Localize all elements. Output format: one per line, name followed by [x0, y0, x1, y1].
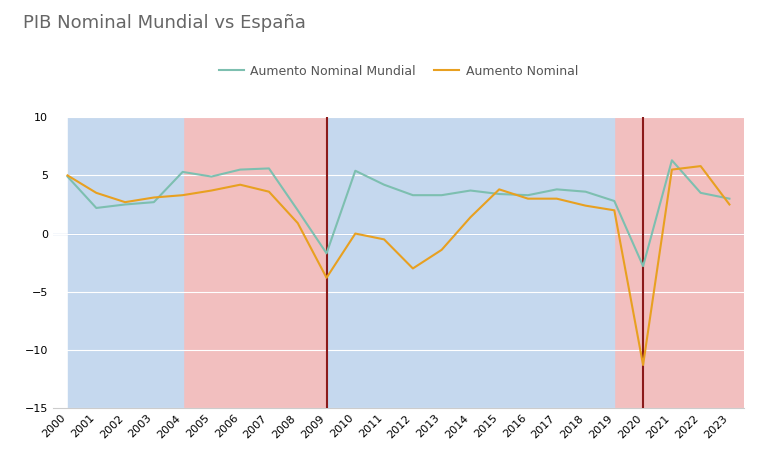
Aumento Nominal Mundial [408, 192, 417, 198]
Aumento Nominal [293, 220, 302, 226]
Aumento Nominal Mundial [150, 199, 159, 205]
Aumento Nominal Mundial [351, 168, 360, 174]
Aumento Nominal [322, 275, 331, 280]
Aumento Nominal Mundial [380, 182, 389, 188]
Aumento Nominal [121, 199, 130, 205]
Aumento Nominal Mundial [121, 202, 130, 207]
Aumento Nominal Mundial [553, 187, 562, 192]
Aumento Nominal Mundial [725, 196, 734, 202]
Aumento Nominal Mundial [92, 205, 101, 211]
Aumento Nominal Mundial [495, 191, 504, 197]
Aumento Nominal Mundial [178, 169, 187, 175]
Aumento Nominal [178, 192, 187, 198]
Aumento Nominal [207, 188, 216, 193]
Aumento Nominal [495, 187, 504, 192]
Aumento Nominal Mundial [581, 189, 590, 195]
Aumento Nominal Mundial [466, 188, 475, 193]
Aumento Nominal [667, 167, 676, 173]
Line: Aumento Nominal Mundial: Aumento Nominal Mundial [68, 160, 729, 266]
Aumento Nominal [696, 163, 705, 169]
Aumento Nominal [638, 362, 647, 368]
Aumento Nominal Mundial [264, 166, 273, 171]
Aumento Nominal [609, 207, 619, 213]
Aumento Nominal Mundial [437, 192, 446, 198]
Aumento Nominal [725, 202, 734, 207]
Line: Aumento Nominal: Aumento Nominal [68, 166, 729, 365]
Aumento Nominal [437, 247, 446, 253]
Aumento Nominal [380, 236, 389, 242]
Aumento Nominal Mundial [322, 250, 331, 256]
Legend: Aumento Nominal Mundial, Aumento Nominal: Aumento Nominal Mundial, Aumento Nominal [214, 60, 583, 83]
Aumento Nominal [351, 231, 360, 236]
Aumento Nominal Mundial [207, 174, 216, 179]
Aumento Nominal [408, 265, 417, 271]
Aumento Nominal [150, 195, 159, 200]
Text: PIB Nominal Mundial vs España: PIB Nominal Mundial vs España [23, 14, 306, 32]
Aumento Nominal [466, 214, 475, 220]
Aumento Nominal Mundial [293, 207, 302, 213]
Aumento Nominal Mundial [609, 198, 619, 204]
Aumento Nominal [581, 203, 590, 208]
Aumento Nominal Mundial [696, 190, 705, 196]
Aumento Nominal [524, 196, 533, 202]
Aumento Nominal [92, 190, 101, 196]
Bar [326, 117, 614, 408]
Aumento Nominal Mundial [667, 158, 676, 163]
Aumento Nominal [264, 189, 273, 195]
Aumento Nominal Mundial [524, 192, 533, 198]
Bar [614, 117, 758, 408]
Bar [68, 117, 183, 408]
Aumento Nominal [235, 182, 244, 188]
Aumento Nominal [553, 196, 562, 202]
Aumento Nominal Mundial [235, 167, 244, 173]
Aumento Nominal Mundial [63, 174, 72, 179]
Bar [183, 117, 326, 408]
Aumento Nominal Mundial [638, 263, 647, 269]
Aumento Nominal [63, 173, 72, 178]
